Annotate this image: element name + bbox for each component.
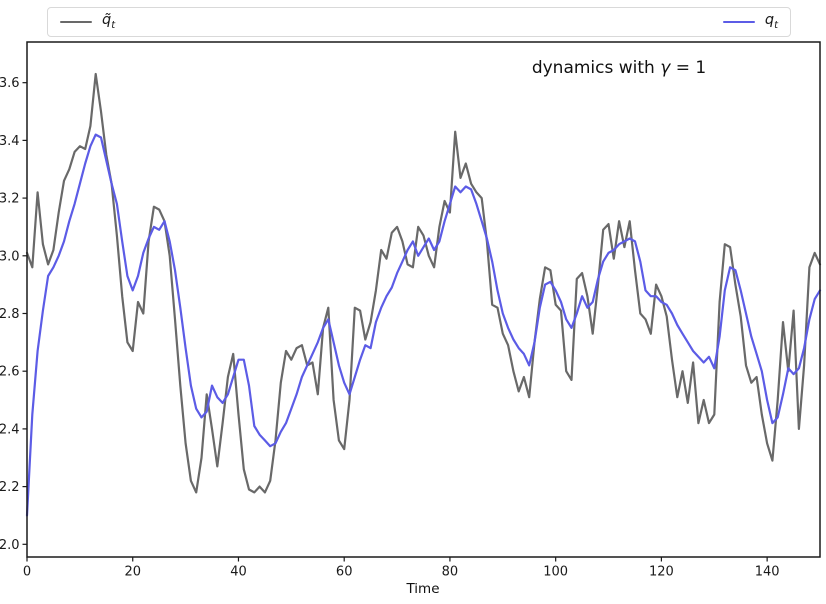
y-tick-label: 2.8: [0, 307, 20, 322]
legend: q̃t qt: [47, 7, 791, 37]
y-tick-label: 2.6: [0, 365, 20, 380]
q-symbol: q: [764, 12, 775, 29]
x-tick-label: 80: [442, 565, 459, 580]
annotation-gamma: γ: [660, 58, 671, 78]
q-line: [25, 133, 822, 517]
q-legend-label: qt: [765, 13, 778, 31]
qtilde-line-swatch: [60, 20, 92, 24]
y-axis-ticks: 2.0 2.2 2.4 2.6 2.8 3.0 3.2 3.4 3.6: [0, 76, 27, 553]
qtilde-line: [25, 72, 822, 494]
x-tick-label: 0: [23, 565, 31, 580]
q-line-swatch: [722, 20, 755, 24]
qtilde-legend-label: q̃t: [102, 13, 115, 31]
y-tick-label: 3.6: [0, 76, 20, 91]
x-tick-label: 60: [336, 565, 353, 580]
y-tick-label: 2.2: [0, 480, 20, 495]
series-lines: [25, 72, 822, 517]
legend-entry-q: qt: [722, 13, 778, 31]
x-tick-label: 20: [124, 565, 141, 580]
x-tick-label: 120: [649, 565, 674, 580]
annotation-prefix: dynamics with: [531, 58, 661, 78]
x-tick-label: 140: [755, 565, 780, 580]
x-tick-label: 100: [543, 565, 568, 580]
x-tick-label: 40: [230, 565, 247, 580]
y-tick-label: 2.0: [0, 538, 20, 553]
legend-entry-qtilde: q̃t: [60, 13, 115, 31]
y-tick-label: 3.4: [0, 134, 20, 149]
qtilde-subscript: t: [111, 19, 116, 31]
annotation-suffix: = 1: [670, 58, 707, 78]
x-axis-ticks: 0 20 40 60 80 100 120 140: [23, 557, 780, 580]
qtilde-symbol: q̃: [102, 12, 112, 29]
y-tick-label: 3.0: [0, 249, 20, 264]
x-axis-label: Time: [406, 581, 440, 597]
y-tick-label: 2.4: [0, 422, 20, 437]
axes-frame: [26, 41, 821, 558]
q-subscript: t: [774, 19, 778, 31]
y-tick-label: 3.2: [0, 192, 20, 207]
plot-title-annotation: dynamics with γ = 1: [479, 58, 759, 78]
